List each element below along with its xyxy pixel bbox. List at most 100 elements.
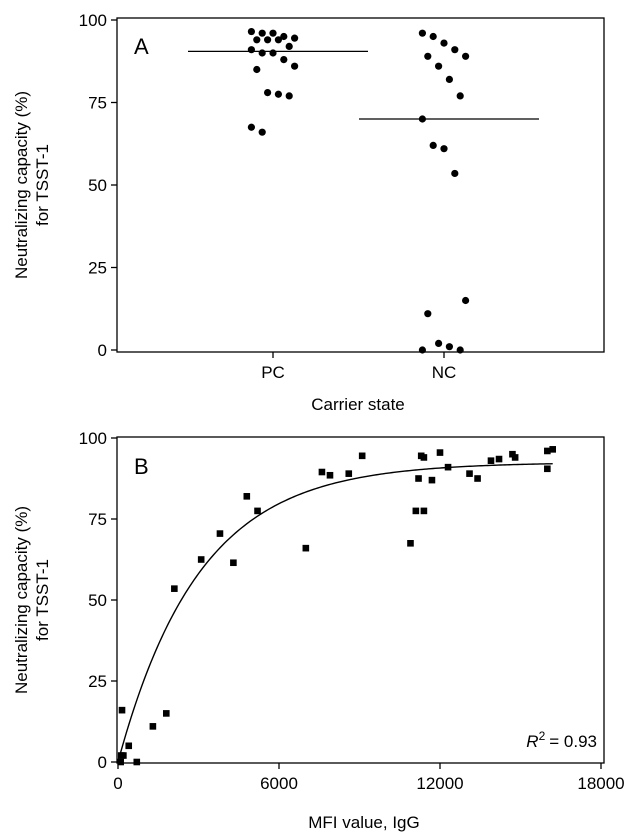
panel-a-point [258, 49, 266, 57]
panel-b-point [549, 446, 556, 453]
panel-a-point [440, 145, 448, 153]
panel-a-point [440, 39, 448, 47]
panel-b: B 0 25 50 75 100 0 6000 12000 18000 R2 = 0.93 Ne… [12, 429, 625, 832]
panel-a-point [285, 92, 293, 100]
panel-a-points [247, 27, 470, 354]
panel-b-frame [116, 436, 605, 764]
panel-b-point [511, 454, 519, 461]
panel-a-x-tick-label: NC [432, 363, 457, 382]
panel-a-point [424, 310, 432, 318]
panel-b-x-tick-label: 0 [113, 774, 122, 793]
panel-a-point [445, 343, 453, 351]
panel-b-point [133, 758, 141, 766]
panel-a-point [462, 296, 470, 305]
panel-b-point [345, 470, 353, 477]
panel-b-point [117, 758, 124, 766]
panel-a-point [274, 90, 282, 98]
panel-b-point [216, 530, 224, 537]
panel-a-point [451, 169, 459, 178]
panel-b-point [407, 540, 414, 547]
panel-a-y-tick-label: 25 [88, 259, 107, 278]
panel-a-y-tick-label: 0 [98, 341, 107, 360]
panel-b-point [197, 556, 205, 563]
panel-b-r2-annotation: R2 = 0.93 [526, 729, 597, 751]
panel-b-point [149, 723, 157, 730]
panel-b-point [358, 452, 366, 460]
panel-b-point [544, 447, 551, 455]
panel-b-point [318, 468, 326, 476]
panel-a-x-tick-label: PC [261, 363, 285, 382]
panel-a-point [247, 27, 255, 36]
panel-b-point [420, 507, 428, 515]
panel-b-point [495, 455, 503, 463]
panel-a-point [253, 65, 261, 74]
panel-a-y-tick-label: 50 [88, 176, 107, 195]
panel-b-point [125, 742, 133, 750]
panel-b-x-axis: 0 6000 12000 18000 [113, 763, 625, 793]
panel-b-x-tick-label: 12000 [416, 774, 463, 793]
panel-b-point [420, 454, 428, 461]
panel-b-point [415, 475, 422, 482]
panel-a-point [291, 62, 299, 70]
panel-a-point [280, 56, 288, 64]
panel-b-y-tick-label: 25 [88, 672, 107, 691]
panel-a-frame [116, 17, 605, 353]
panel-a-point [429, 32, 437, 41]
panel-b-y-label-line-2: for TSST-1 [33, 559, 52, 641]
panel-b-point [254, 507, 261, 515]
panel-a-point [445, 75, 453, 83]
panel-b-y-tick-label: 0 [98, 753, 107, 772]
panel-a-y-label-line-2: for TSST-1 [33, 144, 52, 226]
panel-b-fit-curve [117, 463, 553, 763]
panel-a-point [264, 89, 272, 97]
panel-a-y-label-line-1: Neutralizing capacity (%) [12, 91, 31, 279]
panel-a-point [456, 346, 464, 354]
r2-symbol: R [526, 732, 538, 751]
r2-exponent: 2 [539, 729, 546, 743]
panel-a-point [264, 36, 272, 44]
panel-b-x-label: MFI value, IgG [308, 813, 419, 832]
panel-b-label: B [134, 454, 149, 479]
panel-a-point [269, 49, 277, 57]
panel-b-point [120, 752, 127, 759]
panel-a-point [418, 346, 426, 354]
panel-a-point [258, 29, 266, 37]
panel-b-point [412, 507, 420, 515]
panel-a-point [253, 36, 261, 44]
panel-b-point [302, 544, 310, 552]
panel-a-point [424, 52, 432, 60]
r2-value: = 0.93 [549, 732, 597, 751]
panel-a-point [456, 92, 464, 100]
panel-b-point [326, 471, 334, 479]
panel-a-point [435, 62, 443, 70]
panel-a-point [435, 339, 443, 347]
panel-b-x-tick-label: 6000 [260, 774, 298, 793]
panel-a-label: A [134, 34, 149, 59]
panel-b-point [444, 463, 452, 471]
panel-b-point [230, 559, 237, 567]
panel-a-point [451, 46, 459, 54]
panel-b-point [428, 476, 436, 484]
panel-a-x-label: Carrier state [311, 395, 405, 414]
panel-a-point [247, 123, 255, 131]
panel-b-x-tick-label: 18000 [577, 774, 624, 793]
panel-a-point [285, 42, 293, 51]
panel-b-y-label-line-1: Neutralizing capacity (%) [12, 506, 31, 694]
panel-b-point [243, 493, 251, 500]
panel-b-points [117, 446, 556, 766]
panel-b-y-axis: 0 25 50 75 100 [79, 429, 117, 772]
panel-b-point [436, 449, 444, 456]
panel-a-point [418, 29, 426, 37]
panel-b-point [118, 706, 126, 714]
panel-b-point [163, 710, 170, 717]
panel-a-point [258, 128, 266, 136]
panel-b-point [466, 470, 473, 477]
panel-a-y-tick-label: 75 [88, 94, 107, 113]
panel-b-y-tick-label: 75 [88, 510, 107, 529]
panel-a-point [247, 46, 255, 54]
panel-a-point [462, 52, 470, 60]
panel-a-medians [188, 50, 539, 120]
panel-a-point [291, 34, 299, 42]
panel-b-point [474, 475, 481, 482]
panel-b-y-tick-label: 50 [88, 591, 107, 610]
